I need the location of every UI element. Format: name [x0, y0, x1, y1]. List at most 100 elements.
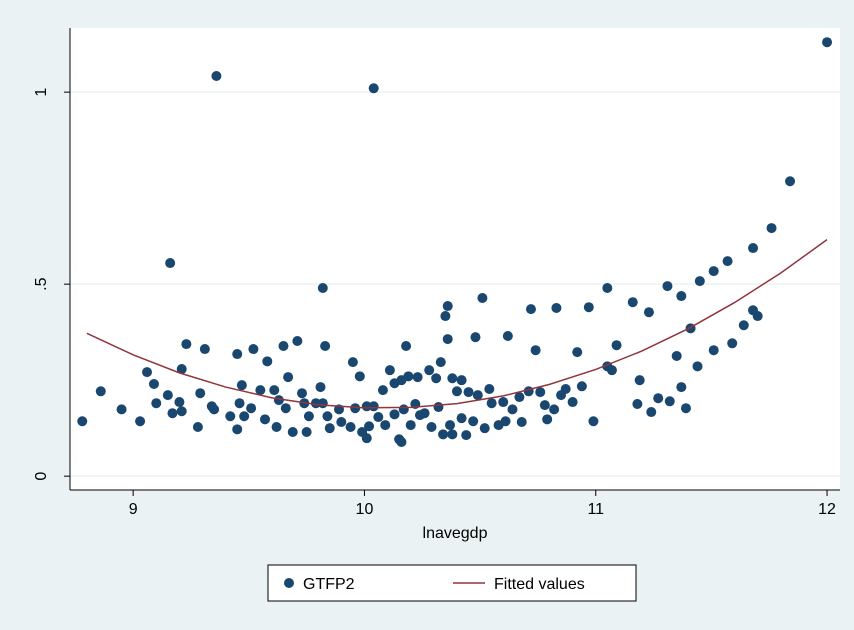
point [456, 375, 467, 386]
point [447, 429, 458, 440]
point [403, 371, 414, 382]
point [167, 408, 178, 419]
legend-marker [284, 578, 294, 588]
point [445, 420, 456, 431]
point [426, 422, 437, 433]
point [232, 349, 243, 360]
point [165, 258, 176, 269]
point [419, 408, 430, 419]
point [271, 422, 282, 433]
y-tick-label: .5 [33, 277, 50, 290]
point [345, 422, 356, 433]
point [248, 344, 259, 355]
point [602, 282, 613, 293]
point [572, 347, 583, 358]
point [361, 401, 372, 412]
point [303, 411, 314, 422]
point [456, 413, 467, 424]
point [692, 361, 703, 372]
point [479, 423, 490, 434]
point [516, 417, 527, 428]
point [785, 176, 796, 187]
point [498, 397, 509, 408]
point [766, 223, 777, 234]
point [135, 416, 146, 427]
point [530, 345, 541, 356]
point [246, 403, 257, 414]
point [412, 372, 423, 383]
point [722, 256, 733, 267]
point [643, 307, 654, 318]
point [292, 335, 303, 346]
x-tick-label: 12 [818, 501, 836, 518]
point [822, 37, 833, 48]
point [576, 381, 587, 392]
legend-box [267, 564, 637, 602]
point [347, 357, 358, 368]
point [278, 340, 289, 351]
point [468, 416, 479, 427]
point [583, 302, 594, 313]
point [192, 422, 203, 433]
point [433, 402, 444, 413]
point [514, 392, 525, 403]
point [181, 339, 192, 350]
point [389, 409, 400, 420]
point [632, 398, 643, 409]
point [148, 379, 159, 390]
point [542, 414, 553, 425]
point [551, 302, 562, 313]
point [676, 382, 687, 393]
point [232, 424, 243, 435]
point [442, 334, 453, 345]
x-tick-label: 11 [587, 501, 604, 518]
point [627, 297, 638, 308]
legend-label: Fitted values [494, 576, 585, 593]
plot-area [70, 28, 840, 490]
point [162, 390, 173, 401]
x-axis-label: lnavegdp [423, 525, 488, 542]
point [336, 417, 347, 428]
point [77, 416, 88, 427]
point [273, 395, 284, 406]
point [567, 397, 578, 408]
point [239, 411, 250, 422]
point [95, 386, 106, 397]
point [377, 385, 388, 396]
point [727, 338, 738, 349]
point [259, 414, 270, 425]
point [438, 429, 449, 440]
point [368, 83, 379, 94]
point [176, 406, 187, 417]
point [211, 71, 222, 82]
point [310, 398, 321, 409]
point [320, 340, 331, 351]
point [364, 421, 375, 432]
y-tick-label: 0 [33, 472, 50, 481]
point [447, 373, 458, 384]
point [401, 340, 412, 351]
point [435, 357, 446, 368]
x-tick-label: 10 [356, 501, 374, 518]
point [116, 404, 127, 415]
point [317, 398, 328, 409]
point [174, 397, 185, 408]
point [142, 367, 153, 378]
point [176, 364, 187, 375]
point [384, 365, 395, 376]
x-tick-label: 9 [129, 501, 138, 518]
point [368, 401, 379, 412]
point [484, 383, 495, 394]
point [549, 404, 560, 415]
point [424, 365, 435, 376]
point [664, 396, 675, 407]
point [752, 311, 763, 322]
point [470, 332, 481, 343]
point [398, 404, 409, 415]
point [315, 382, 326, 393]
point [283, 372, 294, 383]
point [324, 423, 335, 434]
point [708, 266, 719, 277]
